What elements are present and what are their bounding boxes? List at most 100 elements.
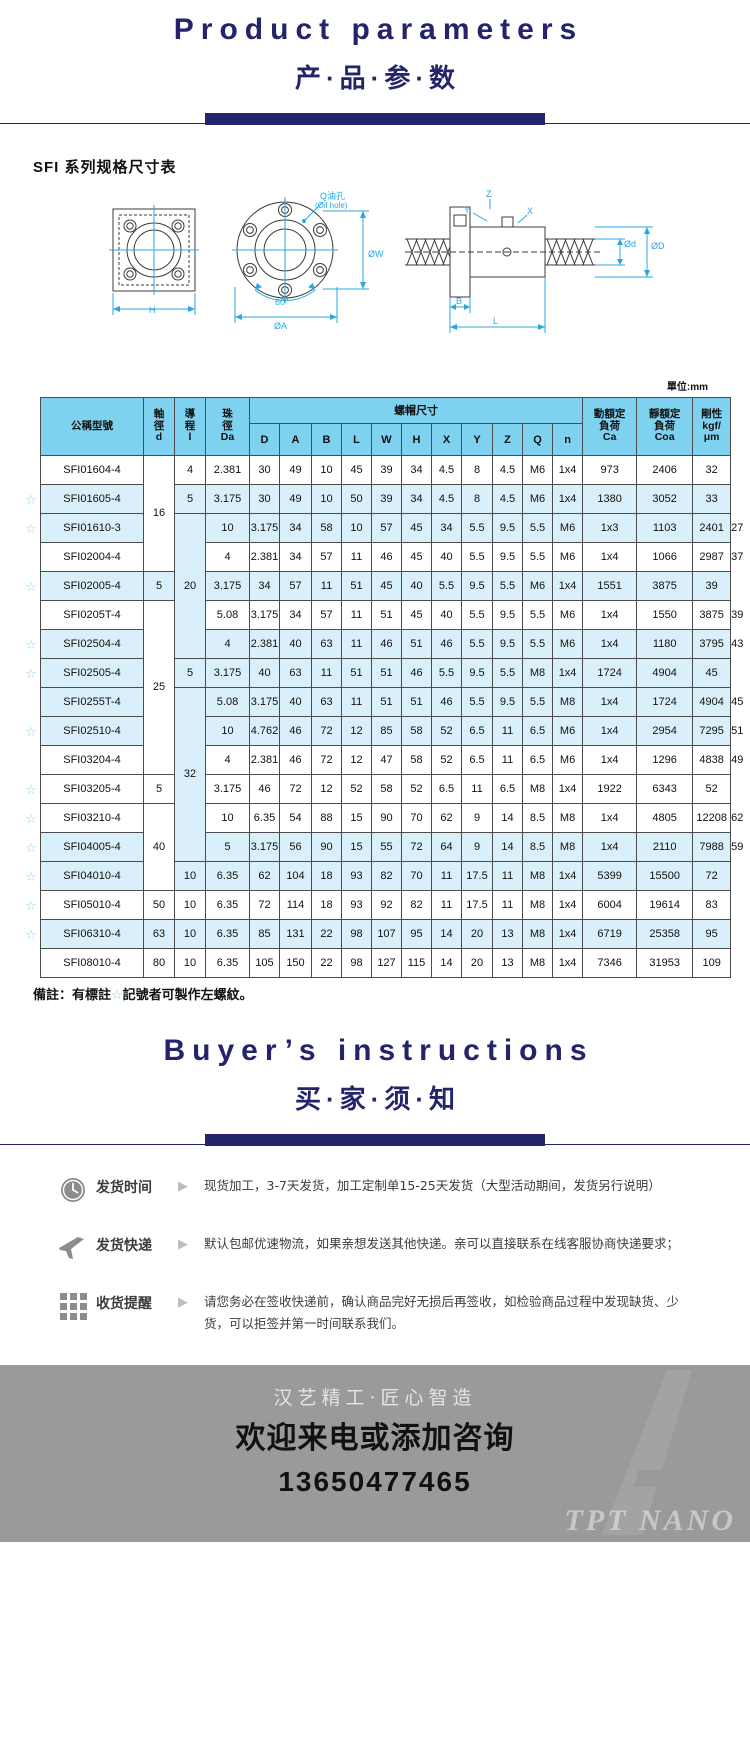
cell-nut-x: 14 <box>431 948 462 978</box>
cell-nut-x: 4.5 <box>431 484 462 514</box>
cell-nut-w: 58 <box>401 745 432 775</box>
cell-nut-w: 51 <box>401 687 432 717</box>
cell-nut-a: 150 <box>279 948 312 978</box>
cell-rigidity: 95 <box>692 919 732 949</box>
label-angle: 60° <box>275 297 289 307</box>
th-rigidity: 剛性 kgf/ μm <box>692 397 732 456</box>
cell-shaft-diameter: 25 <box>143 600 175 775</box>
cell-nut-a: 63 <box>311 629 342 659</box>
buyer-info-row: 发货快递 ▶ 默认包邮优速物流，如果亲想发送其他快递。亲可以直接联系在线客服协商快递… <box>50 1233 700 1261</box>
cell-nut-n: 1x4 <box>582 745 638 775</box>
th-nut-d: D <box>249 423 280 456</box>
spec-table-head: 公稱型號 軸 徑 d 導 程 l 珠 徑 Da 螺帽尺寸 <box>40 396 732 456</box>
table-row: SFI01610-3 20 10 3.175 34 58 10 57 45 34 5.5 9.5 5.5… <box>40 513 743 659</box>
cell-nut-w: 92 <box>371 890 402 920</box>
cell-static-load: 3875 <box>692 600 732 630</box>
cell-nut-z: 11 <box>492 861 523 891</box>
cell-nut-q: M8 <box>551 832 584 862</box>
cell-nut-h: 40 <box>401 571 432 601</box>
left-thread-star-icon: ☆ <box>25 491 37 507</box>
th-ball-dia: 珠 徑 Da <box>205 397 250 456</box>
cell-model: SFI02004-4 <box>40 542 144 572</box>
table-row: SFI06310-4 63 10 6.35 85 131 22 98 107 95 14 20 13 M8… <box>40 919 732 949</box>
cell-lead: 5 <box>205 832 250 862</box>
th-dynamic-load: 動額定 負荷 Ca <box>582 397 638 456</box>
cell-nut-l: 55 <box>371 832 402 862</box>
cell-nut-d: 30 <box>249 484 280 514</box>
table-row: SFI08010-4 80 10 6.35 105 150 22 98 127 115 14 20 13… <box>40 948 732 978</box>
cell-nut-x: 5.5 <box>431 658 462 688</box>
cell-ball-diameter: 3.175 <box>249 832 280 862</box>
cell-nut-x: 5.5 <box>461 629 493 659</box>
grid-cell <box>59 1293 67 1300</box>
cell-nut-h: 46 <box>401 658 432 688</box>
cell-model: SFI02504-4 <box>40 629 144 659</box>
cell-nut-q: M6 <box>551 600 584 630</box>
cell-nut-x: 6.5 <box>461 745 493 775</box>
cell-nut-d: 85 <box>249 919 280 949</box>
airplane-icon <box>50 1233 96 1261</box>
grid-icon <box>59 1293 87 1320</box>
cell-nut-n: 1x4 <box>582 832 638 862</box>
cell-nut-b: 15 <box>341 803 372 833</box>
cell-lead: 10 <box>174 890 206 920</box>
cell-nut-a: 63 <box>279 658 312 688</box>
cell-lead: 4 <box>174 455 206 485</box>
cell-nut-b: 22 <box>311 919 342 949</box>
left-thread-star-icon: ☆ <box>25 665 37 681</box>
footer-phone-number[interactable]: 13650477465 <box>278 1466 472 1497</box>
cell-nut-x: 6.5 <box>461 716 493 746</box>
grid-cell <box>79 1303 87 1310</box>
cell-model: SFI0255T-4 <box>40 687 144 717</box>
cell-static-load: 2401 <box>692 513 732 543</box>
label-oil-hole-cn: Q油孔 <box>320 190 345 201</box>
left-thread-star-icon: ☆ <box>25 578 37 594</box>
cell-nut-d: 56 <box>279 832 312 862</box>
cell-ball-diameter: 2.381 <box>249 745 280 775</box>
cell-nut-q: M6 <box>551 513 584 543</box>
cell-ball-diameter: 3.175 <box>249 513 280 543</box>
cell-dynamic-load: 1724 <box>582 658 638 688</box>
cell-ball-diameter: 3.175 <box>205 571 250 601</box>
table-row: SFI02504-4 4 2.381 40 63 11 46 51 46 5.5 9.5 5.5 M6 1… <box>40 629 743 659</box>
cell-nut-w: 39 <box>371 455 402 485</box>
table-row: SFI05010-4 50 10 6.35 72 114 18 93 92 82 11 17.5 11 M… <box>40 890 732 920</box>
cell-nut-n: 1x3 <box>582 513 638 543</box>
cell-nut-l: 46 <box>371 629 402 659</box>
cell-nut-h: 64 <box>431 832 462 862</box>
cell-nut-w: 82 <box>371 861 402 891</box>
cell-nut-w: 70 <box>401 803 432 833</box>
cell-nut-q: M6 <box>522 571 553 601</box>
table-row: SFI0205T-4 25 5.08 3.175 34 57 11 51 45 40 5.5 9.5 5… <box>40 600 743 775</box>
cell-dynamic-load: 1296 <box>636 745 694 775</box>
th-nut-b: B <box>311 423 342 456</box>
cell-nut-q: M6 <box>551 745 584 775</box>
cell-nut-w: 72 <box>401 832 432 862</box>
grid-icon <box>50 1291 96 1320</box>
cell-nut-h: 115 <box>401 948 432 978</box>
th-static-load: 靜額定 負荷 Coa <box>636 397 694 456</box>
cell-nut-a: 131 <box>279 919 312 949</box>
cell-nut-z: 11 <box>492 890 523 920</box>
cell-model: SFI0205T-4 <box>40 600 144 630</box>
cell-model: SFI01604-4 <box>40 455 144 485</box>
cell-nut-q: M8 <box>551 687 584 717</box>
cell-nut-l: 85 <box>371 716 402 746</box>
spec-table-heading: SFI 系列规格尺寸表 <box>33 159 177 176</box>
cell-nut-h: 34 <box>401 455 432 485</box>
cell-dynamic-load: 1724 <box>636 687 694 717</box>
cell-nut-h: 40 <box>431 542 462 572</box>
cell-rigidity: 83 <box>692 890 732 920</box>
cell-lead: 5.08 <box>205 600 250 630</box>
cell-ball-diameter: 2.381 <box>205 455 250 485</box>
cell-nut-z: 4.5 <box>492 484 523 514</box>
remark-suffix: 記號者可製作左螺紋。 <box>122 988 253 1003</box>
cell-rigidity: 72 <box>692 861 732 891</box>
buyer-info-label: 发货快递 <box>96 1238 152 1254</box>
cell-nut-l: 52 <box>341 774 372 804</box>
cell-nut-w: 58 <box>401 716 432 746</box>
th-nut-n: n <box>551 423 584 456</box>
left-thread-star-icon: ☆ <box>25 636 37 652</box>
cell-nut-y: 9.5 <box>461 658 493 688</box>
buyer-info-text: 现货加工，3-7天发货，加工定制单15-25天发货（大型活动期间，发货另行说明） <box>204 1178 661 1193</box>
